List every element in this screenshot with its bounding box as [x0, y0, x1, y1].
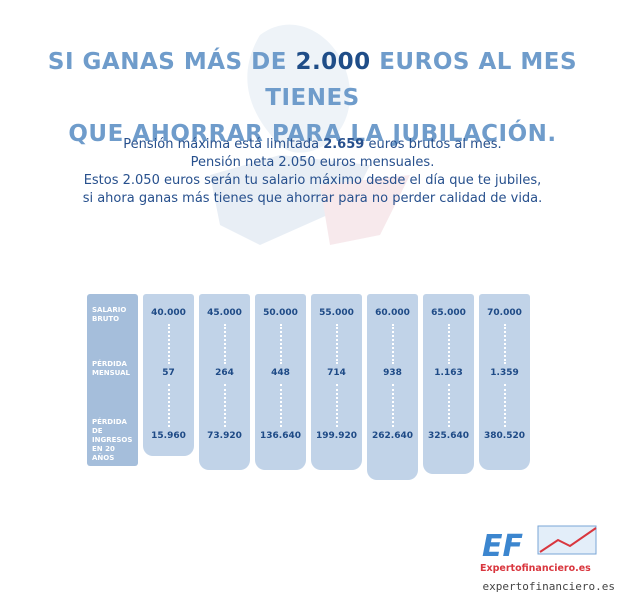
table-column: 70.000 1.359 380.520 [479, 294, 530, 470]
intro-text: euros brutos al mes. [368, 137, 502, 152]
cell-value: 714 [327, 368, 346, 378]
cell-value: 938 [383, 368, 402, 378]
cell-value: 70.000 [487, 308, 522, 318]
cell-value: 136.640 [260, 431, 301, 441]
cell-value: 73.920 [207, 431, 242, 441]
intro-highlight: 2.659 [323, 137, 365, 152]
table-column: 40.000 57 15.960 [143, 294, 194, 456]
intro: Pensión máxima está limitada 2.659 euros… [0, 136, 625, 208]
watermark [210, 24, 410, 245]
title-text: EUROS AL MES TIENES [265, 49, 578, 111]
dotted-connector [448, 384, 450, 427]
cell-value: 45.000 [207, 308, 242, 318]
cell-value: 1.359 [490, 368, 519, 378]
table-column: 55.000 714 199.920 [311, 294, 362, 470]
cell-value: 262.640 [372, 431, 413, 441]
cell-value: 15.960 [151, 431, 186, 441]
dotted-connector [168, 384, 170, 427]
intro-line: Estos 2.050 euros serán tu salario máxim… [83, 173, 542, 188]
title-text: QUE AHORRAR PARA LA JUBILACIÓN. [68, 121, 557, 147]
cell-value: 55.000 [319, 308, 354, 318]
cell-value: 50.000 [263, 308, 298, 318]
intro-text: Pensión máxima está limitada [123, 137, 320, 152]
table-column: 45.000 264 73.920 [199, 294, 250, 470]
dotted-connector [448, 324, 450, 364]
row-label: PÉRDIDA DE INGRESOS EN 20 AÑOS [92, 418, 133, 462]
dotted-connector [224, 324, 226, 364]
title-text: SI GANAS MÁS DE [47, 49, 287, 75]
intro-line: Pensión neta 2.050 euros mensuales. [190, 155, 435, 170]
cell-value: 1.163 [434, 368, 463, 378]
dotted-connector [280, 324, 282, 364]
dotted-connector [336, 324, 338, 364]
row-label: PÉRDIDA MENSUAL [92, 360, 130, 377]
dotted-connector [280, 384, 282, 427]
logo: EF Expertofinanciero.es [480, 525, 597, 574]
logo-mark: EF [482, 529, 523, 564]
cell-value: 325.640 [428, 431, 469, 441]
cell-value: 199.920 [316, 431, 357, 441]
table-column: 65.000 1.163 325.640 [423, 294, 474, 474]
cell-value: 60.000 [375, 308, 410, 318]
dotted-connector [168, 324, 170, 364]
cell-value: 40.000 [151, 308, 186, 318]
cell-value: 380.520 [484, 431, 525, 441]
dotted-connector [504, 324, 506, 364]
intro-line: Pensión máxima está limitada 2.659 euros… [0, 136, 625, 154]
cell-value: 57 [162, 368, 175, 378]
row-labels: SALARIO BRUTO PÉRDIDA MENSUAL PÉRDIDA DE I… [87, 294, 138, 466]
table-column: 60.000 938 262.640 [367, 294, 418, 480]
footer-source: expertofinanciero.es [482, 580, 615, 593]
table-column: 50.000 448 136.640 [255, 294, 306, 470]
cell-value: 264 [215, 368, 234, 378]
dotted-connector [224, 384, 226, 427]
cell-value: 65.000 [431, 308, 466, 318]
logo-name: Expertofinanciero.es [480, 563, 591, 574]
intro-line: si ahora ganas más tienes que ahorrar pa… [82, 191, 543, 206]
dotted-connector [392, 384, 394, 427]
logo-box [537, 525, 597, 555]
dotted-connector [336, 384, 338, 427]
cell-value: 448 [271, 368, 290, 378]
dotted-connector [392, 324, 394, 364]
row-label: SALARIO BRUTO [92, 306, 127, 323]
title-highlight: 2.000 [295, 49, 371, 75]
dotted-connector [504, 384, 506, 427]
title: SI GANAS MÁS DE 2.000 EUROS AL MES TIENE… [0, 44, 625, 152]
